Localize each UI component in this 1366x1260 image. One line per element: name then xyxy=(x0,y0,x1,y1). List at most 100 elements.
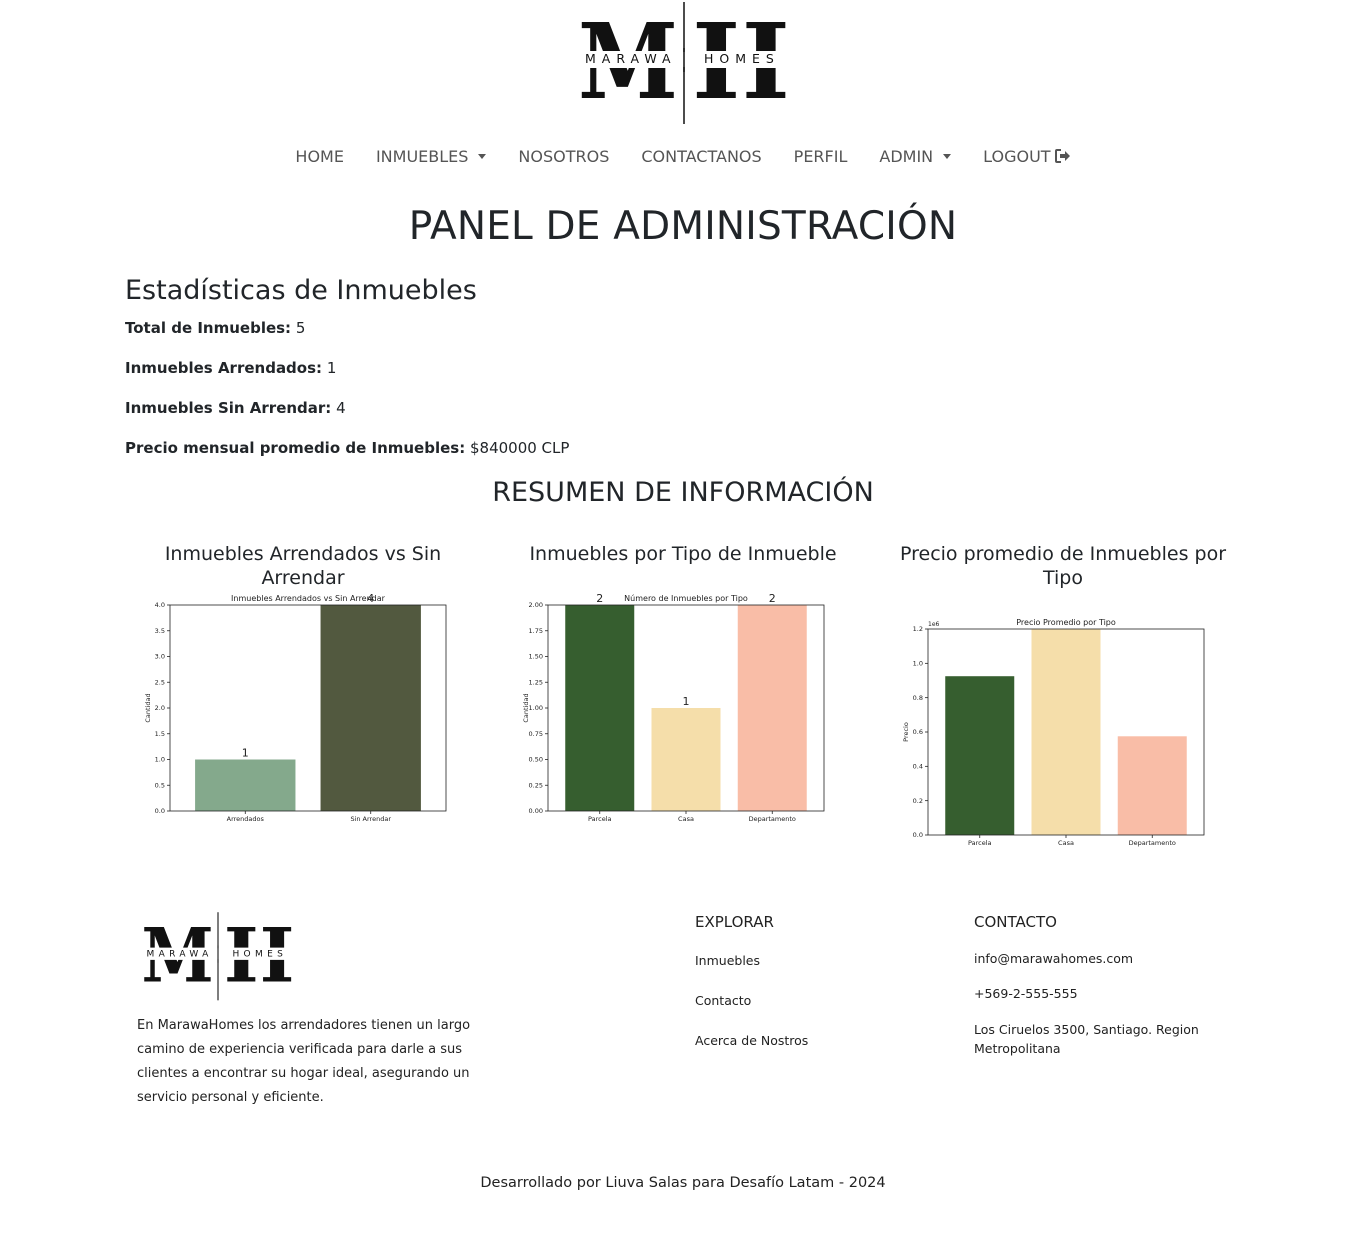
chart1-xtick-label: Departamento xyxy=(749,815,796,823)
chart0-ytick-label: 2.5 xyxy=(155,678,165,686)
chart-heading-precio: Precio promedio de Inmuebles por Tipo xyxy=(899,543,1226,589)
chart1-xtick-label: Casa xyxy=(678,815,694,823)
chart1-title: Número de Inmuebles por Tipo xyxy=(624,594,748,603)
chart2-axes-frame xyxy=(927,628,1205,836)
stat-total: Total de Inmuebles: 5 xyxy=(125,319,305,337)
footer-phone[interactable]: +569-2-555-555 xyxy=(974,986,1078,1001)
footer-address: Los Ciruelos 3500, Santiago. Region Metr… xyxy=(974,1022,1199,1056)
chart1-ytick-label: 0.00 xyxy=(529,807,543,815)
footer-description: En MarawaHomes los arrendadores tienen u… xyxy=(137,1018,471,1105)
chart0-data-label: 1 xyxy=(242,747,249,760)
logo-wordmark-right: HOMES xyxy=(704,51,780,66)
chart1-bar-casa xyxy=(651,708,721,811)
nav-admin-label: ADMIN xyxy=(879,146,934,166)
nav-inmuebles-label: INMUEBLES xyxy=(375,146,469,166)
chart-arrendados: Inmuebles Arrendados vs Sin Arrendar Cant… xyxy=(144,592,447,823)
nav-nosotros-label: NOSOTROS xyxy=(518,146,610,166)
nav-home[interactable]: HOME xyxy=(279,147,360,166)
page-title: PANEL DE ADMINISTRACIÓN xyxy=(408,204,958,249)
chart2-bar-casa xyxy=(1031,629,1101,835)
footer-link-contacto[interactable]: Contacto xyxy=(695,993,752,1008)
chart1-axes-frame xyxy=(547,604,825,812)
main-navbar: HOME INMUEBLES NOSOTROS CONTACTANOS PERF… xyxy=(0,138,1366,174)
chart1-ytick-label: 0.25 xyxy=(529,781,543,789)
nav-contactanos-label: CONTACTANOS xyxy=(641,146,762,166)
chart1-ytick-label: 1.50 xyxy=(529,653,543,661)
footer-link-acerca[interactable]: Acerca de Nostros xyxy=(695,1033,809,1048)
chart0-xtick-label: Arrendados xyxy=(227,815,265,823)
chart0-bar-sin-arrendar xyxy=(320,605,421,811)
nav-inmuebles-dropdown[interactable]: INMUEBLES xyxy=(360,147,502,166)
chart2-ytick-label: 0.4 xyxy=(913,763,923,771)
chart-heading-arrendados: Inmuebles Arrendados vs Sin Arrendar xyxy=(164,543,442,589)
chart-precio: Precio Promedio por Tipo Precio 1e6 Parcela… xyxy=(902,618,1205,847)
header-logo[interactable]: M H MARAWA HOMES xyxy=(576,2,792,126)
chart0-data-label: 4 xyxy=(367,592,374,605)
nav-home-label: HOME xyxy=(295,146,344,166)
chart2-ytick-label: 1.0 xyxy=(913,660,923,668)
nav-logout-label: LOGOUT xyxy=(983,146,1051,166)
chart1-data-label: 1 xyxy=(683,695,690,708)
chart2-ytick-label: 0.8 xyxy=(913,694,923,702)
chart2-ytick-label: 0.0 xyxy=(913,831,923,839)
chart0-ytick-label: 0.0 xyxy=(155,807,165,815)
stat-arrendados: Inmuebles Arrendados: 1 xyxy=(125,359,336,377)
chart1-ytick-label: 2.00 xyxy=(529,601,543,609)
chart0-xtick-label: Sin Arrendar xyxy=(350,815,391,823)
chart0-title: Inmuebles Arrendados vs Sin Arrendar xyxy=(231,594,386,603)
stat-precio-promedio: Precio mensual promedio de Inmuebles: $8… xyxy=(125,439,569,457)
chart2-scale-label: 1e6 xyxy=(928,621,940,628)
footer-link-inmuebles[interactable]: Inmuebles xyxy=(695,953,761,968)
chart2-ylabel: Precio xyxy=(902,722,910,742)
nav-contactanos[interactable]: CONTACTANOS xyxy=(625,147,777,166)
chart1-ytick-label: 1.25 xyxy=(529,678,543,686)
chart1-ytick-label: 0.75 xyxy=(529,730,543,738)
chart0-ytick-label: 0.5 xyxy=(155,781,165,789)
chart2-xtick-label: Departamento xyxy=(1129,839,1176,847)
chart-heading-tipo: Inmuebles por Tipo de Inmueble xyxy=(529,543,837,565)
chart1-ytick-label: 1.00 xyxy=(529,704,543,712)
stat-sin-arrendar-value: 4 xyxy=(336,399,346,417)
caret-down-icon xyxy=(478,153,487,159)
footer-logo-wordmark-left: MARAWA xyxy=(147,949,213,959)
footer-credits: Desarrollado por Liuva Salas para Desafí… xyxy=(480,1175,886,1191)
chart2-title: Precio Promedio por Tipo xyxy=(1016,618,1116,627)
footer-explore-title: EXPLORAR xyxy=(695,913,774,931)
chart1-bar-departamento xyxy=(737,605,807,811)
chart0-bar-arrendados xyxy=(195,759,296,811)
chart0-ylabel: Cantidad xyxy=(144,693,152,722)
chart1-ytick-label: 0.50 xyxy=(529,756,543,764)
nav-perfil[interactable]: PERFIL xyxy=(778,147,864,166)
stat-sin-arrendar: Inmuebles Sin Arrendar: 4 xyxy=(125,399,346,417)
chart1-ylabel: Cantidad xyxy=(522,693,530,722)
chart2-ytick-label: 0.6 xyxy=(913,728,923,736)
chart2-xtick-label: Parcela xyxy=(968,839,992,847)
chart1-bar-parcela xyxy=(565,605,635,811)
stat-precio-label: Precio mensual promedio de Inmuebles: xyxy=(125,439,466,457)
nav-admin-dropdown[interactable]: ADMIN xyxy=(863,147,967,166)
chart0-axes-frame xyxy=(169,604,447,812)
nav-perfil-label: PERFIL xyxy=(793,146,848,166)
chart0-ytick-label: 4.0 xyxy=(155,601,165,609)
stat-total-label: Total de Inmuebles: xyxy=(125,319,292,337)
stat-precio-value: $840000 CLP xyxy=(469,439,570,457)
stat-total-value: 5 xyxy=(295,319,306,337)
nav-nosotros[interactable]: NOSOTROS xyxy=(502,147,625,166)
footer-logo[interactable]: M H MARAWA HOMES xyxy=(140,912,296,1002)
nav-logout[interactable]: LOGOUT xyxy=(967,147,1086,166)
chart2-bar-departamento xyxy=(1117,736,1187,835)
chart-tipo: Número de Inmuebles por Tipo Cantidad Parc… xyxy=(522,592,825,823)
stat-arrendados-label: Inmuebles Arrendados: xyxy=(125,359,323,377)
chart1-ytick-label: 1.75 xyxy=(529,627,543,635)
chart0-ytick-label: 2.0 xyxy=(155,704,165,712)
footer-contact-title: CONTACTO xyxy=(974,913,1057,931)
stats-section-title: Estadísticas de Inmuebles xyxy=(125,275,477,306)
summary-title: RESUMEN DE INFORMACIÓN xyxy=(492,477,874,508)
chart0-ytick-label: 1.5 xyxy=(155,730,165,738)
footer-email[interactable]: info@marawahomes.com xyxy=(974,951,1134,966)
chart1-data-label: 2 xyxy=(769,592,776,605)
chart2-xtick-label: Casa xyxy=(1058,839,1074,847)
caret-down-icon xyxy=(943,153,952,159)
chart0-ytick-label: 3.0 xyxy=(155,653,165,661)
logo-wordmark-left: MARAWA xyxy=(585,51,677,66)
